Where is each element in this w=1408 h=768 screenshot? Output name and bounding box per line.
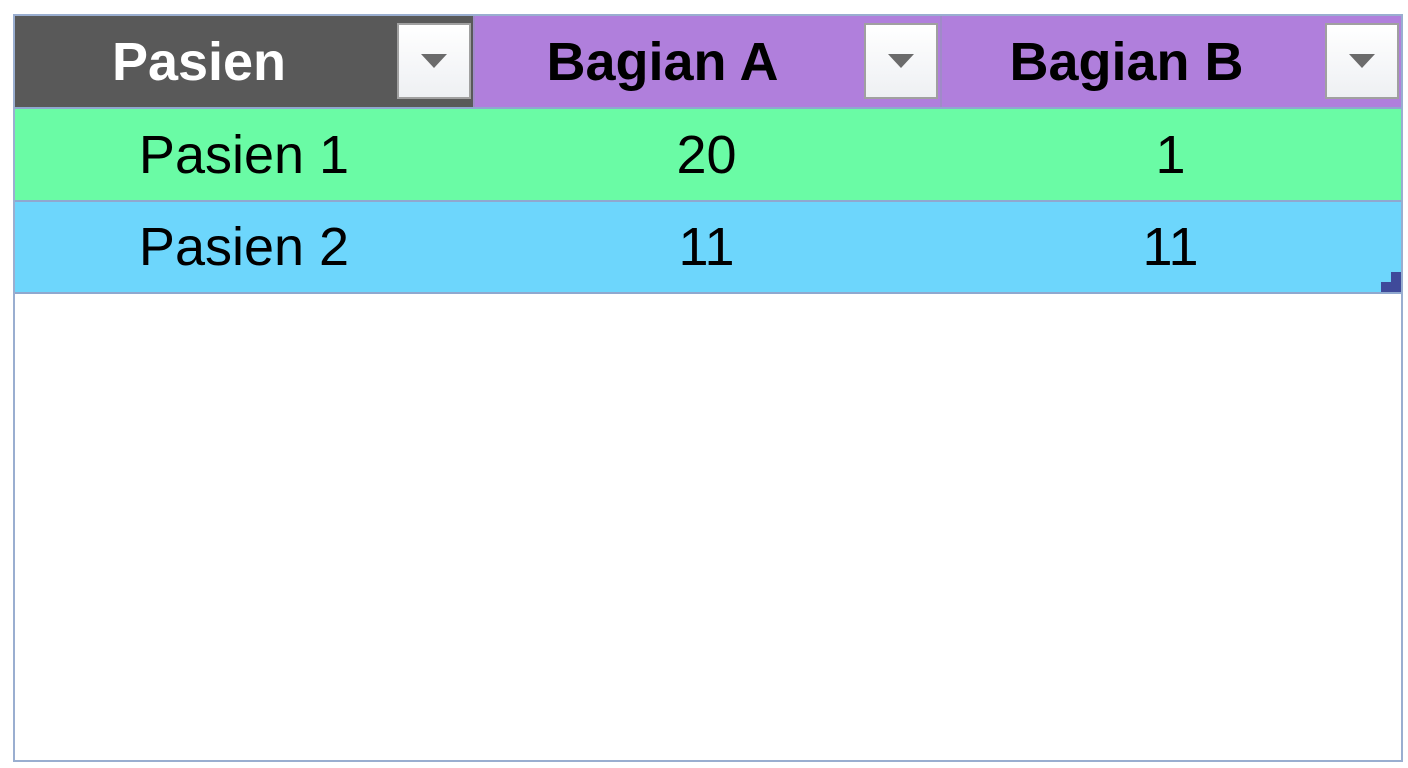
- table-cell[interactable]: Pasien 2: [15, 202, 473, 292]
- table-header-row: Pasien Bagian A Bagian B: [15, 16, 1401, 107]
- table-cell[interactable]: 20: [473, 109, 940, 200]
- excel-table: Pasien Bagian A Bagian B Pasien 1 20 1 P…: [13, 14, 1403, 762]
- dropdown-arrow-icon: [888, 54, 914, 68]
- table-row: Pasien 2 11 11: [15, 200, 1401, 294]
- dropdown-arrow-icon: [421, 54, 447, 68]
- header-bagian-b[interactable]: Bagian B: [940, 16, 1401, 107]
- table-cell[interactable]: 1: [940, 109, 1401, 200]
- filter-dropdown-button[interactable]: [1325, 23, 1399, 99]
- filter-dropdown-button[interactable]: [397, 23, 471, 99]
- filter-dropdown-button[interactable]: [864, 23, 938, 99]
- table-cell[interactable]: 11: [473, 202, 940, 292]
- dropdown-arrow-icon: [1349, 54, 1375, 68]
- table-resize-handle[interactable]: [1381, 272, 1401, 292]
- table-cell[interactable]: 11: [940, 202, 1401, 292]
- header-bagian-a[interactable]: Bagian A: [473, 16, 940, 107]
- table-row: Pasien 1 20 1: [15, 107, 1401, 200]
- header-pasien[interactable]: Pasien: [15, 16, 473, 107]
- table-cell[interactable]: Pasien 1: [15, 109, 473, 200]
